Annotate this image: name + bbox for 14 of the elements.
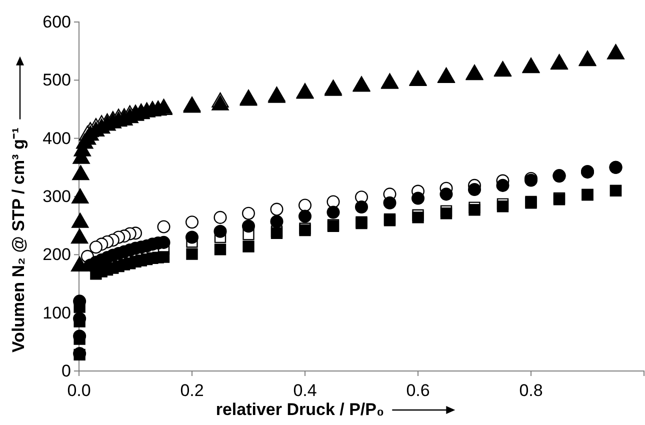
y-tick-label: 100 — [42, 303, 71, 322]
y-tick-label: 200 — [42, 245, 71, 264]
y-tick-label: 0 — [62, 361, 71, 380]
x-tick-label: 0.6 — [406, 381, 430, 400]
y-tick-label: 500 — [42, 70, 71, 90]
y-axis-title: Volumen N₂ @ STP / cm³ g⁻¹ — [9, 127, 28, 353]
y-tick-label: 600 — [42, 12, 71, 32]
x-tick-label: 0.0 — [67, 381, 91, 400]
x-tick-label: 0.8 — [519, 381, 543, 400]
x-tick-label: 0.2 — [180, 381, 204, 400]
y-tick-label: 400 — [42, 128, 71, 148]
x-tick-label: 0.4 — [293, 381, 317, 400]
x-axis-title: relativer Druck / P/P₀ — [216, 400, 384, 419]
y-tick-label: 300 — [42, 186, 71, 206]
